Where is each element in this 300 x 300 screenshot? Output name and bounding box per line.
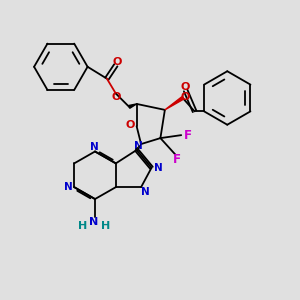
Text: N: N bbox=[141, 187, 150, 196]
Text: H: H bbox=[79, 221, 88, 231]
Text: N: N bbox=[64, 182, 73, 192]
Text: O: O bbox=[180, 92, 190, 101]
Text: F: F bbox=[173, 153, 181, 166]
Text: N: N bbox=[134, 140, 142, 151]
Text: N: N bbox=[89, 217, 99, 226]
Polygon shape bbox=[129, 104, 136, 108]
Text: N: N bbox=[154, 163, 162, 173]
Text: F: F bbox=[184, 129, 192, 142]
Text: O: O bbox=[125, 120, 135, 130]
Text: O: O bbox=[112, 92, 121, 101]
Text: H: H bbox=[101, 221, 110, 231]
Text: O: O bbox=[180, 82, 190, 92]
Text: O: O bbox=[112, 57, 122, 67]
Text: N: N bbox=[90, 142, 99, 152]
Polygon shape bbox=[165, 97, 184, 110]
